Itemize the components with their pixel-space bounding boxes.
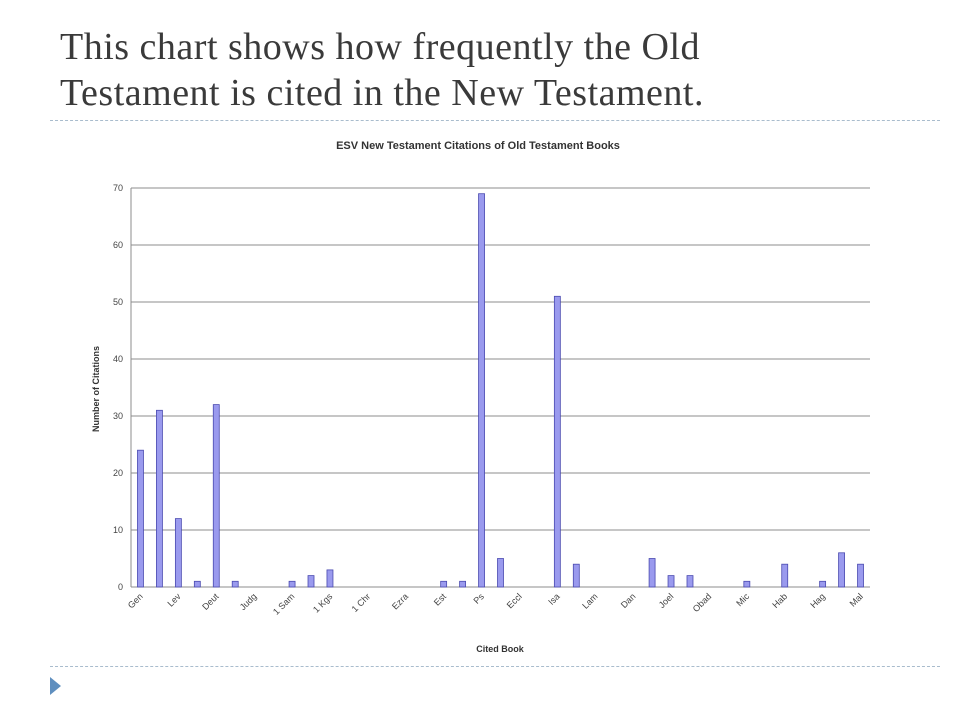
y-tick-labels: 0 10 20 30 40 50 60 70 (113, 183, 123, 592)
bottom-divider (50, 666, 940, 667)
chart-title: ESV New Testament Citations of Old Testa… (336, 140, 620, 152)
bar-1-kgs (326, 569, 334, 588)
bars (137, 193, 864, 588)
bar-josh (231, 580, 239, 588)
x-tick-label: Joel (657, 591, 676, 610)
bar-gen (137, 449, 144, 588)
bar-jer (572, 563, 580, 588)
bar-joel (667, 575, 675, 588)
x-axis-title: Cited Book (476, 644, 524, 654)
x-tick-label: Ps (471, 591, 486, 606)
x-tick-label: Hab (770, 591, 789, 610)
bar-num (193, 580, 201, 588)
bar-hag (819, 580, 827, 588)
bar-lev (174, 518, 182, 588)
x-tick-label: Gen (126, 591, 145, 610)
bar-job (459, 580, 467, 588)
x-tick-label: Dan (619, 591, 638, 610)
y-tick-label: 40 (113, 354, 123, 364)
bar-deut (212, 404, 220, 588)
x-tick-label: 1 Sam (271, 591, 296, 616)
bar-mal (857, 563, 864, 588)
y-tick-label: 10 (113, 525, 123, 535)
bar-ps (478, 193, 485, 588)
y-tick-label: 60 (113, 240, 123, 250)
x-tick-label: Mal (848, 591, 865, 608)
bar-hab (781, 563, 789, 588)
x-tick-label: Eccl (505, 591, 524, 610)
bar-2-sam (307, 575, 315, 588)
bar-hos (648, 558, 656, 588)
bar-est (440, 580, 448, 588)
x-tick-label: Ezra (390, 591, 410, 611)
x-tick-label: 1 Chr (350, 591, 373, 614)
y-tick-label: 50 (113, 297, 123, 307)
x-tick-label: Lev (165, 591, 183, 609)
x-tick-label: Obad (691, 591, 714, 614)
x-tick-label: Judg (238, 591, 259, 612)
x-tick-labels: Gen Lev Deut Judg 1 Sam 1 Kgs 1 Chr Ezra Est Ps Ec… (126, 591, 865, 617)
bar-1-sam (288, 580, 296, 588)
bullet-arrow-icon (50, 677, 61, 695)
bar-zech (838, 552, 845, 588)
y-tick-label: 30 (113, 411, 123, 421)
bar-amos (686, 575, 694, 588)
bar-mic (743, 580, 751, 588)
bar-isa (553, 295, 561, 588)
x-tick-label: Est (432, 591, 449, 608)
x-tick-label: Mic (734, 591, 751, 608)
slide-title: This chart shows how frequently the Old … (60, 26, 704, 114)
y-axis-title: Number of Citations (91, 346, 101, 432)
x-tick-label: Isa (546, 591, 562, 607)
top-divider (50, 120, 940, 121)
x-tick-label: Lam (580, 591, 599, 610)
y-tick-label: 20 (113, 468, 123, 478)
gridlines (130, 187, 870, 588)
x-tick-label: Deut (200, 591, 221, 612)
x-tick-label: 1 Kgs (311, 591, 335, 615)
bar-ex (156, 409, 163, 588)
y-tick-label: 0 (118, 582, 123, 592)
y-tick-label: 70 (113, 183, 123, 193)
x-tick-label: Hag (808, 591, 827, 610)
bar-prov (497, 558, 504, 588)
